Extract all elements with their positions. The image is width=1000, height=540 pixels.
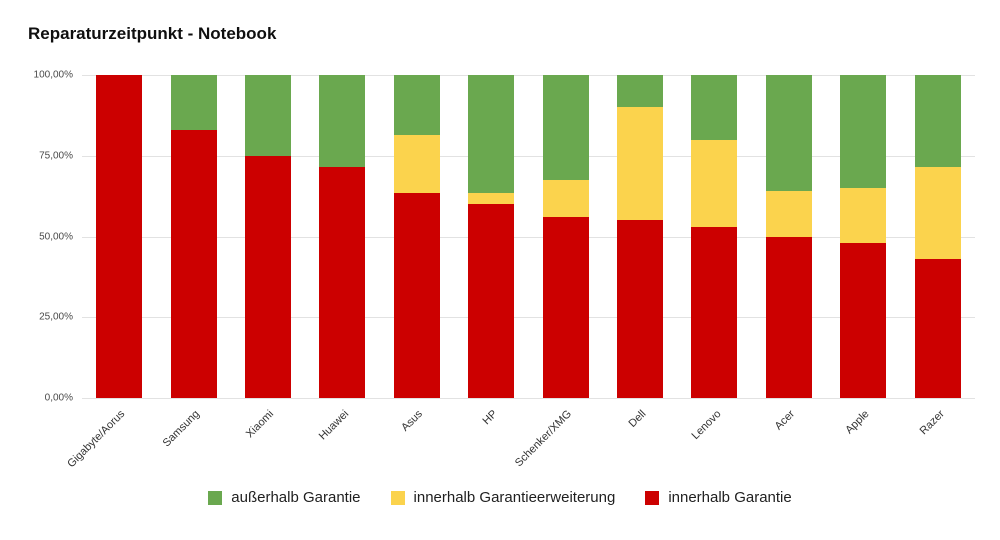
x-label-cell: Lenovo bbox=[677, 400, 751, 488]
bar-segment bbox=[617, 220, 664, 398]
bar-segment bbox=[840, 75, 887, 189]
x-label-cell: Asus bbox=[380, 400, 454, 488]
bar-razer bbox=[914, 75, 961, 398]
x-label-cell: Razer bbox=[901, 400, 975, 488]
bar-segment bbox=[765, 191, 812, 237]
x-axis-label: Dell bbox=[626, 408, 649, 430]
bar-segment bbox=[765, 236, 812, 398]
bar-segment bbox=[393, 192, 440, 398]
y-axis-tick-label: 0,00% bbox=[44, 392, 73, 404]
x-label-cell: Huawei bbox=[305, 400, 379, 488]
x-label-cell: HP bbox=[454, 400, 528, 488]
bar-hp bbox=[468, 75, 515, 398]
legend-label: außerhalb Garantie bbox=[231, 489, 361, 506]
bar-huawei bbox=[319, 75, 366, 398]
bar-segment bbox=[319, 167, 366, 398]
bar-segment bbox=[617, 107, 664, 221]
bar-segment bbox=[914, 75, 961, 168]
x-axis-label: Acer bbox=[773, 408, 798, 433]
y-axis-tick-label: 50,00% bbox=[39, 231, 73, 242]
x-axis-label: Razer bbox=[917, 408, 947, 438]
x-label-cell: Apple bbox=[826, 400, 900, 488]
gridline bbox=[82, 398, 975, 399]
bar-samsung bbox=[170, 75, 217, 398]
bar-segment bbox=[691, 226, 738, 398]
gridline bbox=[82, 236, 975, 238]
bar-acer bbox=[765, 75, 812, 398]
bar-segment bbox=[542, 179, 589, 218]
x-axis-label: Gigabyte/Aorus bbox=[65, 408, 128, 471]
bar-segment bbox=[617, 75, 664, 108]
x-axis-label: Xiaomi bbox=[244, 408, 277, 441]
bar-segment bbox=[840, 242, 887, 398]
bar-segment bbox=[840, 188, 887, 243]
bar-segment bbox=[245, 75, 292, 156]
x-labels: Gigabyte/Aorus Samsung Xiaomi Huawei Asus HP S… bbox=[66, 400, 975, 488]
bar-asus bbox=[393, 75, 440, 398]
gridline bbox=[82, 317, 975, 319]
x-axis-label: Samsung bbox=[160, 408, 203, 450]
x-axis-label: Apple bbox=[843, 408, 872, 437]
bar-dell bbox=[617, 75, 664, 398]
legend: außerhalb Garantie innerhalb Garantieerwe… bbox=[0, 489, 1000, 506]
bar-segment bbox=[914, 167, 961, 260]
legend-item: außerhalb Garantie bbox=[208, 489, 361, 506]
legend-item: innerhalb Garantie bbox=[645, 489, 792, 506]
x-label-cell: Samsung bbox=[156, 400, 230, 488]
x-axis-label: HP bbox=[480, 408, 500, 428]
bar-segment bbox=[468, 192, 515, 205]
bar-segment bbox=[468, 204, 515, 398]
x-axis-label: Huawei bbox=[316, 408, 351, 443]
bar-xiaomi bbox=[245, 75, 292, 398]
bar-segment bbox=[542, 217, 589, 398]
legend-label: innerhalb Garantieerweiterung bbox=[413, 489, 616, 506]
legend-swatch bbox=[390, 490, 405, 505]
x-axis-label: Asus bbox=[399, 408, 426, 434]
bar-lenovo bbox=[691, 75, 738, 398]
gridline bbox=[82, 75, 975, 76]
bars bbox=[82, 75, 975, 398]
legend-label: innerhalb Garantie bbox=[668, 489, 792, 506]
bar-segment bbox=[170, 129, 217, 398]
x-label-cell: Xiaomi bbox=[231, 400, 305, 488]
bar-segment bbox=[468, 75, 515, 193]
bar-segment bbox=[765, 75, 812, 192]
y-axis-tick-label: 25,00% bbox=[39, 311, 73, 323]
bar-segment bbox=[393, 75, 440, 135]
bar-gigabyte-aorus bbox=[96, 75, 143, 398]
chart-title: Reparaturzeitpunkt - Notebook bbox=[28, 24, 277, 43]
x-label-cell: Schenker/XMG bbox=[513, 400, 603, 488]
x-axis-label: Lenovo bbox=[689, 408, 724, 443]
x-label-cell: Gigabyte/Aorus bbox=[66, 400, 156, 488]
bar-segment bbox=[691, 139, 738, 227]
bar-apple bbox=[840, 75, 887, 398]
legend-swatch bbox=[645, 490, 660, 505]
bar-segment bbox=[691, 75, 738, 140]
x-label-cell: Dell bbox=[603, 400, 677, 488]
y-axis-tick-label: 100,00% bbox=[33, 69, 73, 81]
legend-swatch bbox=[208, 490, 223, 505]
y-axis-tick-label: 75,00% bbox=[39, 150, 73, 162]
gridline bbox=[82, 155, 975, 157]
bar-segment bbox=[319, 75, 366, 168]
bar-segment bbox=[245, 155, 292, 398]
plot-area: 100,00% 75,00% 50,00% 25,00% 0,00% bbox=[34, 70, 975, 404]
bar-segment bbox=[542, 75, 589, 180]
bar-segment bbox=[914, 259, 961, 398]
bar-segment bbox=[96, 75, 143, 398]
bar-segment bbox=[393, 134, 440, 193]
bar-schenker-xmg bbox=[542, 75, 589, 398]
legend-item: innerhalb Garantieerweiterung bbox=[390, 489, 616, 506]
x-label-cell: Acer bbox=[752, 400, 826, 488]
bar-segment bbox=[170, 75, 217, 130]
